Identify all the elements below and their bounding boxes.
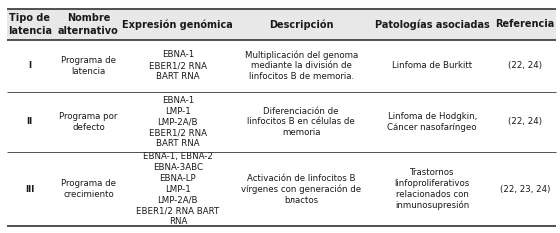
- Text: Nombre
alternativo: Nombre alternativo: [58, 13, 119, 36]
- Text: Patologías asociadas: Patologías asociadas: [375, 19, 489, 30]
- Text: I: I: [29, 61, 31, 70]
- Text: Activación de linfocitos B
vírgenes con generación de
bласtos: Activación de linfocitos B vírgenes con …: [241, 174, 361, 205]
- Text: Programa por
defecto: Programa por defecto: [59, 112, 118, 132]
- Text: Descripción: Descripción: [269, 19, 333, 30]
- Text: Linfoma de Burkitt: Linfoma de Burkitt: [392, 61, 472, 70]
- Text: Linfoma de Hodgkin,
Cáncer nasofaríngeo: Linfoma de Hodgkin, Cáncer nasofaríngeo: [388, 112, 477, 132]
- Text: EBNA-1, EBNA-2
EBNA-3ABC
EBNA-LP
LMP-1
LMP-2A/B
EBER1/2 RNA BART
RNA: EBNA-1, EBNA-2 EBNA-3ABC EBNA-LP LMP-1 L…: [136, 152, 220, 226]
- Text: EBNA-1
EBER1/2 RNA
BART RNA: EBNA-1 EBER1/2 RNA BART RNA: [149, 50, 207, 81]
- Text: II: II: [27, 117, 33, 127]
- Text: Diferenciación de
linfocitos B en células de
memoria: Diferenciación de linfocitos B en célula…: [248, 107, 355, 137]
- Text: Expresión genómica: Expresión genómica: [123, 19, 233, 30]
- Text: Referencia: Referencia: [495, 20, 554, 30]
- Text: EBNA-1
LMP-1
LMP-2A/B
EBER1/2 RNA
BART RNA: EBNA-1 LMP-1 LMP-2A/B EBER1/2 RNA BART R…: [149, 96, 207, 148]
- Text: Tipo de
latencia: Tipo de latencia: [8, 13, 52, 36]
- Text: (22, 24): (22, 24): [508, 117, 542, 127]
- Text: Multiplicación del genoma
mediante la división de
linfocitos B de memoria.: Multiplicación del genoma mediante la di…: [245, 50, 358, 81]
- Text: Programa de
latencia: Programa de latencia: [61, 56, 116, 75]
- Text: Trastornos
linfoproliferativos
relacionados con
inmunosupresión: Trastornos linfoproliferativos relaciona…: [395, 168, 470, 210]
- Text: (22, 23, 24): (22, 23, 24): [500, 185, 550, 194]
- Bar: [7, 9, 556, 40]
- Text: Programa de
crecimiento: Programa de crecimiento: [61, 179, 116, 199]
- Text: III: III: [25, 185, 35, 194]
- Text: (22, 24): (22, 24): [508, 61, 542, 70]
